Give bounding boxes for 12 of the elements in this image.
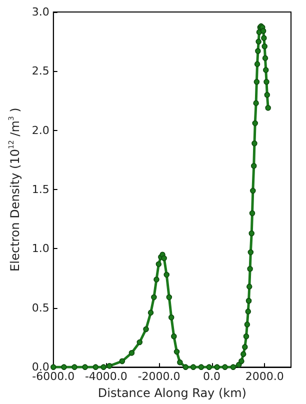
x-tick-label: -2000.0 [138, 370, 180, 384]
x-tick-label: -6000.0 [32, 370, 75, 384]
y-tick-label: 3.0 [32, 6, 50, 18]
y-tick-label: 1.5 [32, 183, 50, 196]
y-tick-label: 0.5 [32, 301, 50, 314]
y-tick-label: 2.0 [32, 124, 50, 137]
x-axis-title: Distance Along Ray (km) [98, 386, 246, 400]
x-tick-label: -4000.0 [84, 370, 128, 384]
y-tick-label: 2.5 [32, 64, 50, 78]
y-tick-label: 1.0 [32, 242, 50, 256]
x-tick-label: 0.0 [203, 370, 221, 384]
x-tick-label: 2000.0 [245, 370, 284, 384]
